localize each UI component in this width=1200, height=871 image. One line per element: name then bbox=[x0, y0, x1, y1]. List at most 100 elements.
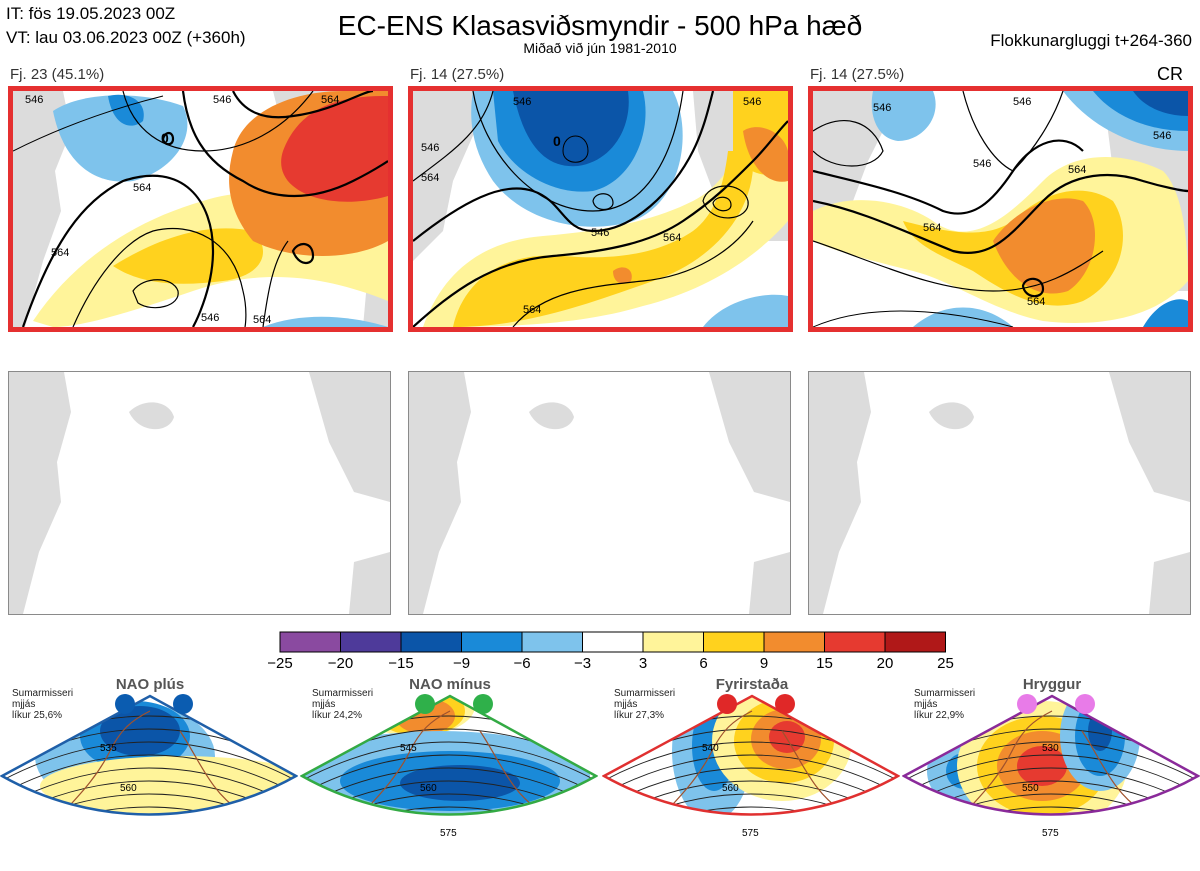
colorbar-tick-label: 20 bbox=[876, 655, 894, 672]
anomaly-neg-light bbox=[871, 91, 936, 141]
colorbar-segment bbox=[763, 631, 825, 653]
regime-prob: líkur 22,9% bbox=[914, 710, 965, 721]
initial-time: IT: fös 19.05.2023 00Z bbox=[6, 4, 176, 23]
height-contour bbox=[902, 846, 1200, 871]
height-contour bbox=[904, 793, 1198, 815]
height-contour-closed bbox=[132, 279, 179, 309]
land-greenland bbox=[13, 91, 71, 327]
anomaly-pos-high-small bbox=[613, 267, 632, 284]
cr-label: CR bbox=[1157, 64, 1183, 84]
land-scandinavia bbox=[709, 372, 790, 502]
contour-label: 0 bbox=[553, 133, 561, 149]
regime-dot bbox=[473, 694, 493, 714]
height-contour bbox=[262, 240, 289, 327]
height-contour bbox=[813, 310, 1014, 327]
contour-label: 564 bbox=[663, 232, 681, 244]
contour-label: 546 bbox=[1153, 130, 1171, 142]
contour-label: 564 bbox=[1027, 296, 1045, 308]
cluster-label-1: Fj. 23 (45.1%) bbox=[10, 66, 105, 83]
contour-label: 546 bbox=[421, 142, 439, 154]
regime-prob: líkur 27,3% bbox=[614, 710, 665, 721]
regime-title: NAO plús bbox=[115, 676, 185, 693]
valid-time: VT: lau 03.06.2023 00Z (+360h) bbox=[6, 28, 246, 47]
height-contour bbox=[904, 806, 1198, 815]
zero-contour bbox=[161, 131, 175, 146]
land-greenland bbox=[813, 91, 888, 221]
regime-mode: mjjás bbox=[12, 699, 36, 710]
height-contour-564 bbox=[813, 173, 1188, 254]
empty-map-1 bbox=[8, 371, 391, 615]
regime-contour-label: 575 bbox=[742, 828, 759, 839]
height-contour bbox=[604, 741, 898, 788]
contour-label: 564 bbox=[1068, 164, 1086, 176]
height-contour-546 bbox=[21, 174, 215, 327]
anomaly-neg-se bbox=[1143, 299, 1188, 327]
land-iceland bbox=[529, 402, 574, 430]
regime-dot bbox=[1017, 694, 1037, 714]
height-contour bbox=[472, 91, 684, 212]
height-contour bbox=[813, 240, 1104, 292]
anomaly-area bbox=[769, 721, 805, 753]
height-contour bbox=[604, 806, 898, 815]
colorbar-tick-label: 25 bbox=[937, 655, 954, 672]
height-contour-closed bbox=[702, 185, 749, 219]
height-contour-closed bbox=[592, 193, 614, 211]
regime-dot bbox=[1075, 694, 1095, 714]
regime-season: Sumarmisseri bbox=[614, 688, 676, 699]
height-contour bbox=[604, 754, 898, 801]
regime-contour-label: 575 bbox=[1042, 828, 1059, 839]
regime-contour-label: 560 bbox=[722, 783, 739, 794]
contour-label: 546 bbox=[873, 102, 891, 114]
height-contour-546 bbox=[413, 91, 715, 242]
land-iceland bbox=[929, 402, 974, 430]
regime-contour-label: 550 bbox=[1022, 783, 1039, 794]
contour-label: 564 bbox=[321, 94, 339, 106]
regime-dot bbox=[173, 694, 193, 714]
colorbar-tick-label: −6 bbox=[513, 655, 531, 672]
regime-contour-label: 560 bbox=[120, 783, 137, 794]
empty-map-3 bbox=[808, 371, 1191, 615]
height-contour bbox=[604, 793, 898, 815]
land-greenland bbox=[9, 372, 71, 614]
colorbar bbox=[279, 631, 946, 653]
colorbar-tick-label: −15 bbox=[388, 655, 414, 672]
height-contour bbox=[300, 846, 598, 871]
colorbar-tick-label: 15 bbox=[816, 655, 833, 672]
contour-label: 564 bbox=[523, 304, 541, 316]
contour-label: 546 bbox=[973, 158, 991, 170]
height-contour bbox=[962, 91, 1064, 172]
regime-fan-border bbox=[902, 694, 1200, 816]
height-contour bbox=[232, 91, 374, 119]
colorbar-tick-label: 6 bbox=[699, 655, 708, 672]
colorbar-segment bbox=[642, 631, 704, 653]
regime-fan-1: 535 560 bbox=[0, 694, 298, 816]
regime-season: Sumarmisseri bbox=[312, 688, 374, 699]
regime-dot bbox=[415, 694, 435, 714]
height-contour bbox=[302, 754, 596, 801]
height-contour bbox=[904, 754, 1198, 801]
height-contour-closed bbox=[712, 196, 732, 212]
cluster-label-2: Fj. 14 (27.5%) bbox=[410, 66, 505, 83]
colorbar-tick-label: 9 bbox=[759, 655, 769, 672]
height-contour bbox=[122, 91, 314, 152]
regime-fan-border bbox=[0, 694, 298, 816]
height-contour bbox=[904, 741, 1198, 788]
colorbar-tick-label: −3 bbox=[573, 655, 592, 672]
regime-contour-label: 575 bbox=[440, 828, 457, 839]
contour-label: 546 bbox=[591, 227, 609, 239]
cluster-label-3: Fj. 14 (27.5%) bbox=[810, 66, 905, 83]
land-greenland bbox=[413, 91, 475, 261]
regime-contour-label: 540 bbox=[702, 743, 719, 754]
height-contour bbox=[2, 741, 296, 788]
regime-dot bbox=[717, 694, 737, 714]
contour-label: 546 bbox=[213, 94, 231, 106]
anomaly-pos-max bbox=[281, 96, 388, 202]
colorbar-segment bbox=[340, 631, 402, 653]
page-subtitle: Miðað við jún 1981-2010 bbox=[523, 40, 677, 56]
colorbar-segment bbox=[521, 631, 583, 653]
regime-title: Fyrirstaða bbox=[715, 676, 789, 693]
cluster-map-1: 546 564 564 546 0 564 546 564 bbox=[8, 86, 393, 332]
height-contour bbox=[602, 820, 900, 865]
height-contour-closed bbox=[813, 120, 884, 167]
regime-contour-label: 560 bbox=[420, 783, 437, 794]
